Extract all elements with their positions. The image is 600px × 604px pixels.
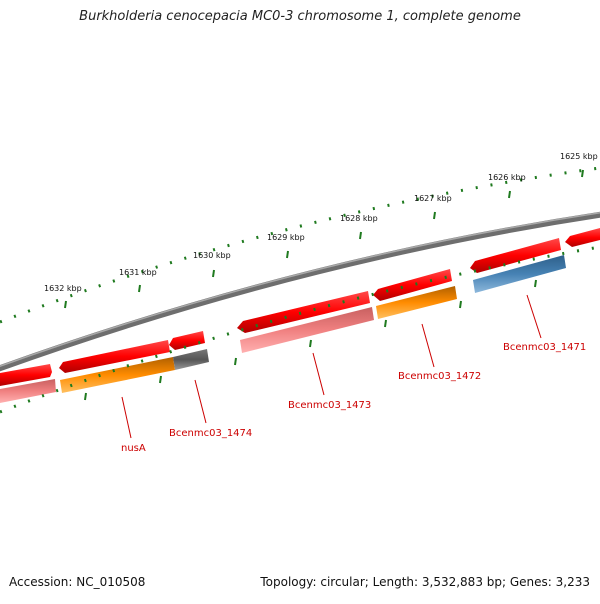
gene-label-bcenmc03-1474: Bcenmc03_1474 bbox=[169, 428, 252, 439]
cds-forward-7 bbox=[565, 228, 600, 247]
reverse-strand-features bbox=[0, 255, 566, 403]
cds-forward-2 bbox=[59, 340, 170, 373]
label-leaders bbox=[121, 294, 542, 439]
scale-label-1632: 1632 kbp bbox=[44, 284, 82, 293]
topology-label: Topology: circular; Length: 3,532,883 bp… bbox=[260, 575, 590, 589]
map-title: Burkholderia cenocepacia MC0-3 chromosom… bbox=[79, 9, 521, 24]
feature-gray-1474 bbox=[173, 349, 209, 370]
cds-forward-4 bbox=[237, 291, 370, 333]
scale-label-1629: 1629 kbp bbox=[267, 233, 305, 242]
cds-forward-1 bbox=[0, 364, 52, 386]
cds-forward-3 bbox=[169, 331, 205, 350]
inner-major-ticks bbox=[84, 279, 537, 401]
scale-major-ticks bbox=[64, 169, 584, 309]
feature-orange-1472 bbox=[376, 286, 457, 319]
feature-blue-1471 bbox=[473, 255, 566, 293]
cds-forward-5 bbox=[373, 269, 452, 301]
scale-label-1627: 1627 kbp bbox=[414, 194, 452, 203]
accession-label: Accession: NC_010508 bbox=[9, 575, 146, 589]
forward-strand-features bbox=[0, 228, 600, 386]
gene-label-bcenmc03-1472: Bcenmc03_1472 bbox=[398, 371, 481, 382]
scale-label-1630: 1630 kbp bbox=[193, 251, 231, 260]
feature-pink-1473 bbox=[240, 307, 374, 353]
scale-label-1625: 1625 kbp bbox=[560, 152, 598, 161]
feature-pink-1 bbox=[0, 379, 56, 403]
gene-label-bcenmc03-1471: Bcenmc03_1471 bbox=[503, 342, 586, 353]
scale-label-1628: 1628 kbp bbox=[340, 214, 378, 223]
cds-forward-6 bbox=[470, 238, 561, 273]
feature-orange-nusA bbox=[60, 357, 175, 393]
scale-label-1626: 1626 kbp bbox=[488, 173, 526, 182]
scale-label-1631: 1631 kbp bbox=[119, 268, 157, 277]
gene-label-bcenmc03-1473: Bcenmc03_1473 bbox=[288, 400, 371, 411]
genome-backbone bbox=[0, 211, 600, 372]
gene-label-nusa: nusA bbox=[121, 443, 146, 454]
